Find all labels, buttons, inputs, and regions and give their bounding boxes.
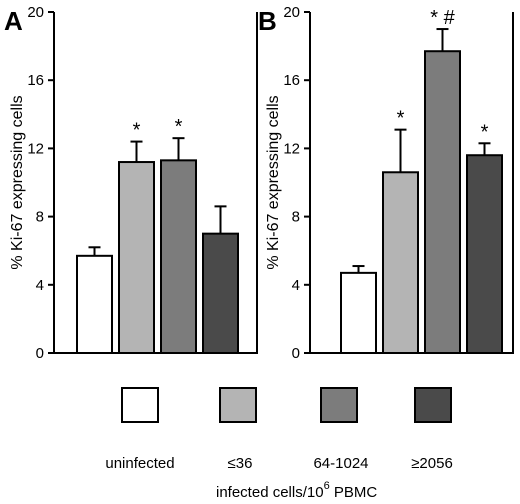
bar-2 <box>382 171 419 354</box>
y-tick-label: 20 <box>283 4 300 21</box>
y-axis-label: % Ki-67 expressing cells <box>265 95 282 269</box>
bar-4 <box>466 154 503 354</box>
legend: uninfected ≤36 64-1024 ≥2056 infected cells… <box>105 387 453 501</box>
legend-label-4: ≥2056 <box>411 455 453 472</box>
legend-swatch-2 <box>219 387 257 423</box>
axis-frame <box>53 12 258 354</box>
y-tick-label: 12 <box>27 140 44 157</box>
y-axis-label: % Ki-67 expressing cells <box>9 95 26 269</box>
y-tick-label: 20 <box>27 4 44 21</box>
bar-1 <box>76 254 113 354</box>
bar-1 <box>340 271 377 354</box>
significance-mark: * <box>481 121 489 143</box>
legend-label-3: 64-1024 <box>313 455 368 472</box>
legend-items: uninfected ≤36 64-1024 ≥2056 <box>105 387 453 472</box>
y-tick-label: 8 <box>292 209 300 226</box>
y-tick-label: 12 <box>283 140 300 157</box>
y-tick-label: 4 <box>36 277 44 294</box>
legend-title-main: infected cells/10 <box>216 484 324 501</box>
panel-label: A <box>4 6 23 36</box>
panel-b: B % Ki-67 expressing cells 0 4 8 12 16 20 * * # * <box>258 4 514 362</box>
chart-panels: A % Ki-67 expressing cells 0 4 8 12 16 20 * * B % K… <box>4 4 514 362</box>
legend-swatch-1 <box>121 387 159 423</box>
bar-4 <box>202 232 239 354</box>
y-tick-label: 0 <box>36 345 44 362</box>
significance-mark: * # <box>430 7 455 29</box>
bar-3 <box>160 159 197 354</box>
y-tick-label: 8 <box>36 209 44 226</box>
significance-mark: * <box>175 116 183 138</box>
legend-swatch-4 <box>414 387 452 423</box>
legend-title-tail: PBMC <box>330 484 378 501</box>
axis-frame <box>309 12 514 354</box>
y-tick-label: 4 <box>292 277 300 294</box>
legend-label-1: uninfected <box>105 455 174 472</box>
panel-a: A % Ki-67 expressing cells 0 4 8 12 16 20 * * <box>4 4 258 362</box>
legend-title-sup: 6 <box>324 480 330 492</box>
y-tick-label: 0 <box>292 345 300 362</box>
legend-swatch-3 <box>320 387 358 423</box>
legend-title: infected cells/106 PBMC <box>216 480 377 501</box>
y-tick-label: 16 <box>283 72 300 89</box>
significance-mark: * <box>397 108 405 130</box>
panel-label: B <box>258 6 277 36</box>
bar-3 <box>424 50 461 355</box>
legend-label-2: ≤36 <box>228 455 253 472</box>
bar-2 <box>118 161 155 354</box>
significance-mark: * <box>133 120 141 142</box>
y-tick-label: 16 <box>27 72 44 89</box>
